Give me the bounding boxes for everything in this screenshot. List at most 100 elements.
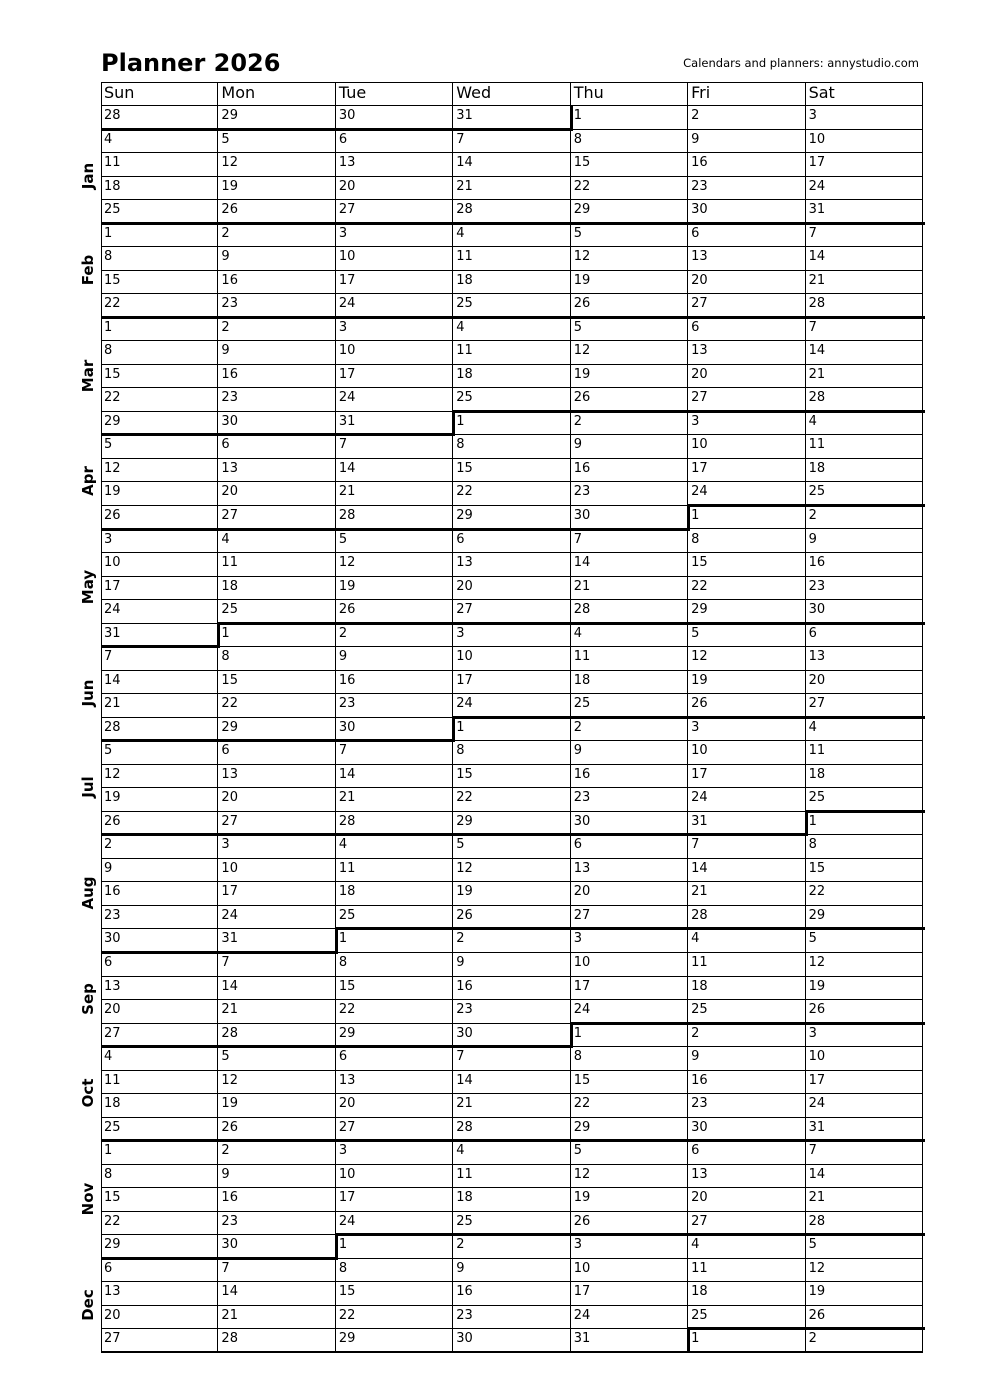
day-cell[interactable]: 22 xyxy=(570,175,689,201)
day-cell[interactable]: 5 xyxy=(335,528,454,554)
day-cell[interactable]: 19 xyxy=(688,669,806,695)
day-cell[interactable]: 28 xyxy=(453,199,571,224)
day-cell[interactable]: 11 xyxy=(453,1163,571,1189)
day-cell[interactable]: 26 xyxy=(218,199,336,224)
day-cell[interactable]: 24 xyxy=(453,693,571,718)
day-cell[interactable]: 25 xyxy=(453,1210,571,1236)
day-cell[interactable]: 21 xyxy=(335,481,454,506)
day-cell[interactable]: 16 xyxy=(453,1281,571,1306)
day-cell[interactable]: 24 xyxy=(570,999,689,1024)
day-cell[interactable]: 25 xyxy=(101,199,219,224)
day-cell[interactable]: 17 xyxy=(688,763,806,789)
day-cell[interactable]: 10 xyxy=(688,740,806,765)
day-cell[interactable]: 24 xyxy=(335,1210,454,1236)
day-cell[interactable]: 12 xyxy=(688,646,806,671)
day-cell[interactable]: 23 xyxy=(453,999,571,1024)
day-cell[interactable]: 19 xyxy=(218,1093,336,1118)
day-cell[interactable]: 8 xyxy=(218,646,336,671)
day-cell[interactable]: 17 xyxy=(805,1069,923,1095)
day-cell[interactable]: 22 xyxy=(101,293,219,318)
day-cell[interactable]: 9 xyxy=(570,434,689,459)
day-cell[interactable]: 7 xyxy=(218,952,336,977)
day-cell[interactable]: 22 xyxy=(335,1304,454,1330)
day-cell[interactable]: 28 xyxy=(218,1328,336,1353)
day-cell[interactable]: 20 xyxy=(453,575,571,601)
day-cell[interactable]: 5 xyxy=(101,434,219,459)
day-cell[interactable]: 2 xyxy=(688,1022,806,1048)
day-cell[interactable]: 6 xyxy=(335,1046,454,1071)
day-cell[interactable]: 1 xyxy=(218,622,336,648)
day-cell[interactable]: 24 xyxy=(218,904,336,930)
day-cell[interactable]: 1 xyxy=(335,1234,454,1259)
day-cell[interactable]: 9 xyxy=(688,128,806,154)
day-cell[interactable]: 27 xyxy=(335,1116,454,1142)
day-cell[interactable]: 10 xyxy=(570,952,689,977)
day-cell[interactable]: 20 xyxy=(335,175,454,201)
day-cell[interactable]: 15 xyxy=(570,152,689,177)
day-cell[interactable]: 8 xyxy=(101,1163,219,1189)
day-cell[interactable]: 26 xyxy=(688,693,806,718)
day-cell[interactable]: 14 xyxy=(688,857,806,883)
day-cell[interactable]: 16 xyxy=(453,975,571,1001)
day-cell[interactable]: 15 xyxy=(218,669,336,695)
day-cell[interactable]: 29 xyxy=(570,1116,689,1142)
day-cell[interactable]: 18 xyxy=(805,763,923,789)
day-cell[interactable]: 2 xyxy=(570,410,689,436)
day-cell[interactable]: 14 xyxy=(335,457,454,483)
day-cell[interactable]: 17 xyxy=(570,975,689,1001)
day-cell[interactable]: 27 xyxy=(688,387,806,412)
day-cell[interactable]: 1 xyxy=(688,1328,806,1353)
day-cell[interactable]: 23 xyxy=(570,481,689,506)
day-cell[interactable]: 7 xyxy=(688,834,806,859)
day-cell[interactable]: 28 xyxy=(101,105,219,130)
day-cell[interactable]: 30 xyxy=(453,1328,571,1353)
day-cell[interactable]: 6 xyxy=(218,740,336,765)
day-cell[interactable]: 20 xyxy=(101,1304,219,1330)
day-cell[interactable]: 4 xyxy=(805,410,923,436)
day-cell[interactable]: 11 xyxy=(688,1257,806,1283)
day-cell[interactable]: 28 xyxy=(805,387,923,412)
day-cell[interactable]: 1 xyxy=(101,1140,219,1165)
day-cell[interactable]: 15 xyxy=(101,363,219,389)
day-cell[interactable]: 8 xyxy=(570,1046,689,1071)
day-cell[interactable]: 27 xyxy=(218,810,336,836)
day-cell[interactable]: 25 xyxy=(688,1304,806,1330)
day-cell[interactable]: 5 xyxy=(453,834,571,859)
day-cell[interactable]: 4 xyxy=(101,1046,219,1071)
day-cell[interactable]: 26 xyxy=(570,387,689,412)
day-cell[interactable]: 29 xyxy=(101,1234,219,1259)
day-cell[interactable]: 22 xyxy=(335,999,454,1024)
day-cell[interactable]: 21 xyxy=(805,269,923,295)
day-cell[interactable]: 7 xyxy=(805,316,923,342)
day-cell[interactable]: 3 xyxy=(570,928,689,953)
day-cell[interactable]: 26 xyxy=(218,1116,336,1142)
day-cell[interactable]: 7 xyxy=(453,1046,571,1071)
day-cell[interactable]: 4 xyxy=(101,128,219,154)
day-cell[interactable]: 7 xyxy=(101,646,219,671)
day-cell[interactable]: 23 xyxy=(101,904,219,930)
day-cell[interactable]: 13 xyxy=(218,763,336,789)
day-cell[interactable]: 22 xyxy=(218,693,336,718)
day-cell[interactable]: 18 xyxy=(805,457,923,483)
day-cell[interactable]: 15 xyxy=(453,763,571,789)
day-cell[interactable]: 9 xyxy=(805,528,923,554)
day-cell[interactable]: 11 xyxy=(453,340,571,365)
day-cell[interactable]: 17 xyxy=(335,363,454,389)
day-cell[interactable]: 21 xyxy=(335,787,454,812)
day-cell[interactable]: 15 xyxy=(101,1187,219,1212)
day-cell[interactable]: 30 xyxy=(335,105,454,130)
day-cell[interactable]: 10 xyxy=(335,246,454,271)
day-cell[interactable]: 19 xyxy=(101,481,219,506)
day-cell[interactable]: 7 xyxy=(335,740,454,765)
day-cell[interactable]: 2 xyxy=(218,1140,336,1165)
day-cell[interactable]: 9 xyxy=(218,1163,336,1189)
day-cell[interactable]: 25 xyxy=(335,904,454,930)
day-cell[interactable]: 3 xyxy=(453,622,571,648)
day-cell[interactable]: 17 xyxy=(218,881,336,906)
day-cell[interactable]: 15 xyxy=(805,857,923,883)
day-cell[interactable]: 10 xyxy=(218,857,336,883)
day-cell[interactable]: 24 xyxy=(805,175,923,201)
day-cell[interactable]: 17 xyxy=(688,457,806,483)
day-cell[interactable]: 15 xyxy=(570,1069,689,1095)
day-cell[interactable]: 3 xyxy=(218,834,336,859)
